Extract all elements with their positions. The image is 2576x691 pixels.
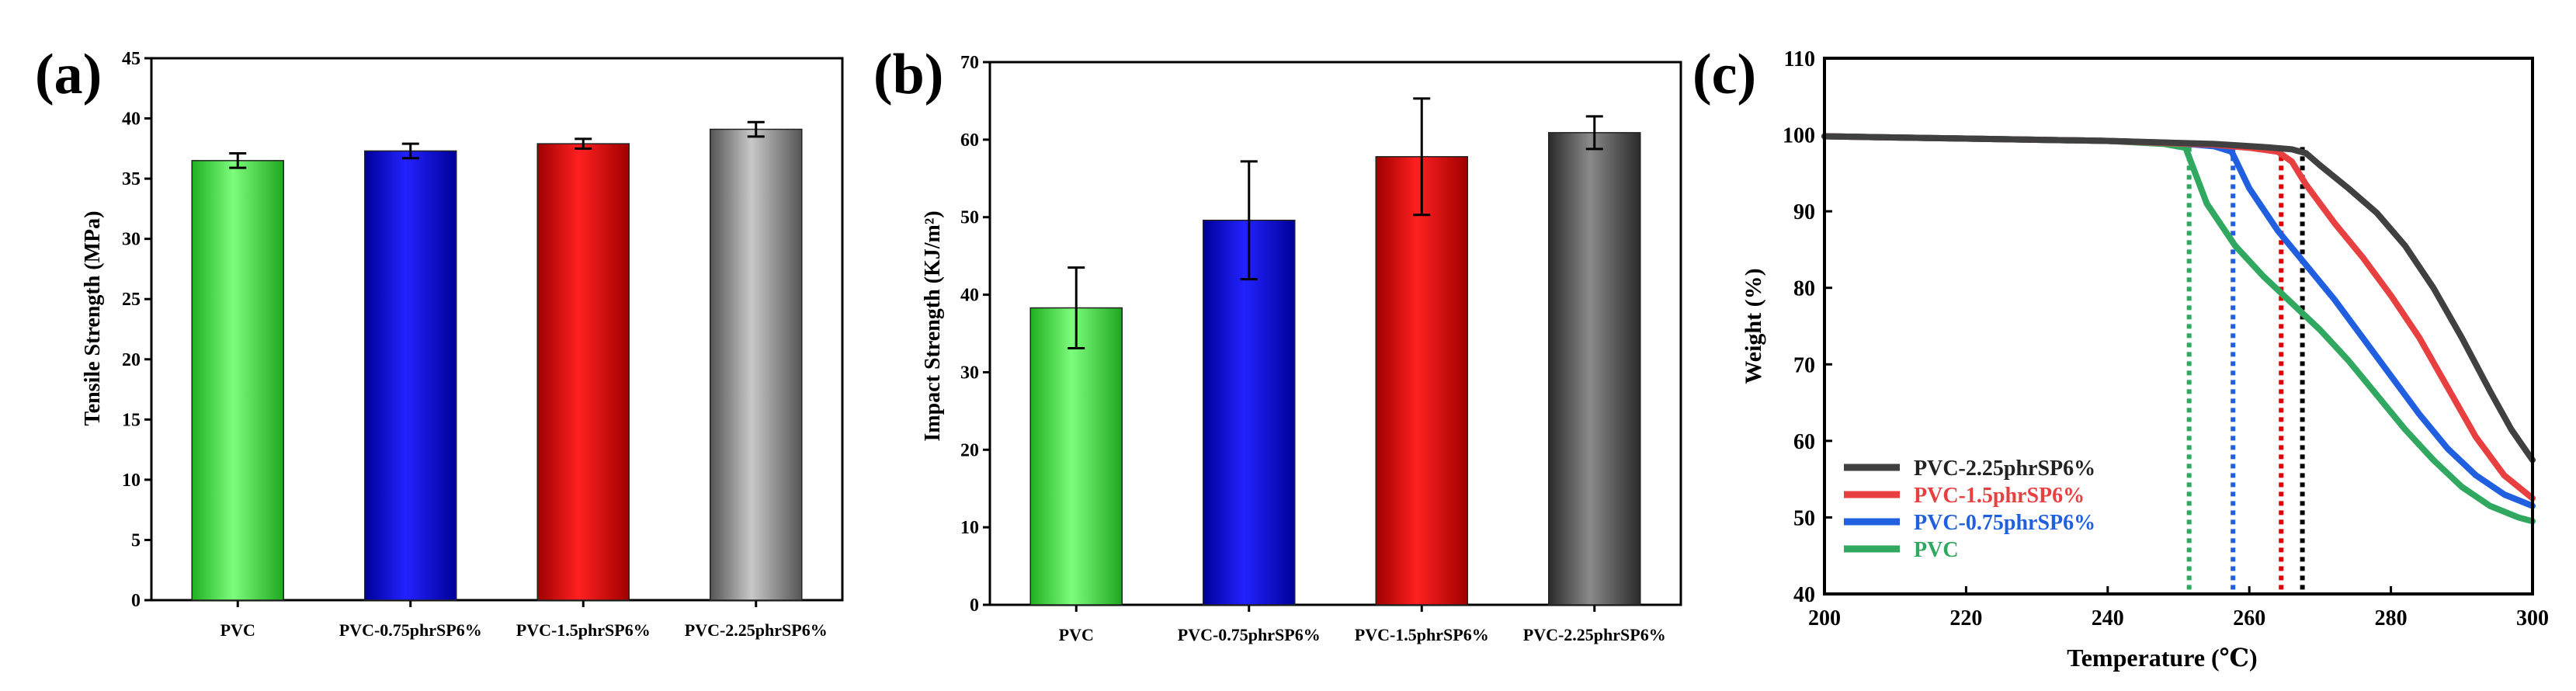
panel-a-ylabel: Tensile Strength (MPa) bbox=[81, 211, 105, 426]
panel-b-ytick-label: 20 bbox=[960, 440, 979, 460]
panel-b-ytick-label: 30 bbox=[960, 363, 979, 383]
panel-c: (c) Weight (%) Temperature (℃) 40 50 60 70 8… bbox=[1692, 43, 2549, 672]
panel-b-plot-area: 0 10 20 30 40 50 60 70 PVC PVC-0.75phrSP6% PVC-1.5… bbox=[960, 53, 1682, 644]
panel-a-label: (a) bbox=[35, 43, 102, 106]
panel-b-axes-frame bbox=[988, 61, 1682, 606]
panel-a-ytick-label: 35 bbox=[122, 169, 141, 189]
panel-c-ytick-label: 70 bbox=[1793, 353, 1815, 377]
panel-b-bar bbox=[1548, 132, 1641, 606]
panel-a-ytick-label: 30 bbox=[122, 230, 141, 250]
panel-c-series-line bbox=[1821, 133, 2536, 502]
panel-a-ytick-label: 15 bbox=[122, 410, 141, 430]
panel-a-bar bbox=[710, 128, 803, 601]
panel-c-ytick-label: 100 bbox=[1783, 124, 1815, 148]
panel-b-ytick-label: 70 bbox=[960, 53, 979, 73]
panel-a-ytick-label: 45 bbox=[122, 49, 141, 69]
panel-c-ytick-label: 110 bbox=[1784, 47, 1815, 71]
panel-c-legend-label: PVC-1.5phrSP6% bbox=[1914, 484, 2085, 508]
panel-c-axes-frame bbox=[1823, 57, 2534, 596]
panel-a-ytick-label: 20 bbox=[122, 350, 141, 370]
panel-c-xtick-label: 200 bbox=[1808, 606, 1841, 630]
panel-c-ytick-label: 90 bbox=[1793, 200, 1815, 224]
panel-c-xtick-label: 240 bbox=[2092, 606, 2124, 630]
panel-a-ytick-label: 10 bbox=[122, 471, 141, 491]
panel-b-ytick-label: 50 bbox=[960, 208, 979, 228]
panel-c-xtick-label: 300 bbox=[2516, 606, 2549, 630]
panel-b-bar bbox=[1029, 307, 1123, 606]
panel-b-category-label: PVC-2.25phrSP6% bbox=[1523, 625, 1666, 644]
panel-a-ytick-label: 0 bbox=[131, 591, 141, 611]
panel-b-ytick-label: 60 bbox=[960, 130, 979, 151]
panel-a-category-label: PVC-0.75phrSP6% bbox=[339, 620, 482, 640]
panel-b-bar bbox=[1375, 156, 1468, 606]
panel-c-legend-label: PVC bbox=[1914, 538, 1959, 562]
panel-c-ytick-label: 50 bbox=[1793, 506, 1815, 530]
panel-c-xtick-label: 220 bbox=[1949, 606, 1982, 630]
panel-a-category-label: PVC-1.5phrSP6% bbox=[516, 620, 651, 640]
panel-a-plot-area: 0 5 10 15 20 25 30 35 40 45 PVC PVC-0.75phrSP6% PVC-… bbox=[122, 49, 844, 640]
panel-a-axes-frame bbox=[150, 57, 844, 602]
panel-c-ytick-label: 60 bbox=[1793, 430, 1815, 454]
panel-b-category-label: PVC bbox=[1059, 625, 1094, 644]
panel-c-ylabel: Weight (%) bbox=[1741, 268, 1766, 384]
panel-a-category-label: PVC-2.25phrSP6% bbox=[685, 620, 828, 640]
panel-b-ytick-label: 10 bbox=[960, 518, 979, 538]
panel-b-ytick-label: 40 bbox=[960, 286, 979, 306]
panel-b-ytick-label: 0 bbox=[970, 596, 979, 616]
panel-a-bar bbox=[191, 160, 284, 601]
panel-c-legend-label: PVC-0.75phrSP6% bbox=[1914, 511, 2095, 535]
panel-c-xtick-label: 260 bbox=[2233, 606, 2265, 630]
panel-c-ytick-label: 40 bbox=[1793, 583, 1815, 607]
panel-c-xtick-label: 280 bbox=[2375, 606, 2408, 630]
panel-a-ytick-label: 40 bbox=[122, 109, 141, 130]
panel-b-ylabel: Impact Strength (KJ/m²) bbox=[921, 210, 945, 441]
panel-a-ytick-label: 25 bbox=[122, 290, 141, 310]
panel-a-category-label: PVC bbox=[220, 620, 255, 640]
panel-a-ytick-label: 5 bbox=[131, 530, 141, 550]
panel-c-label: (c) bbox=[1692, 43, 1756, 106]
panel-c-ytick-label: 80 bbox=[1793, 277, 1815, 301]
panel-c-plot-area: 40 50 60 70 80 90 100 110 200 220 240 260 280 300 PVC-… bbox=[1783, 47, 2549, 630]
panel-c-series-line bbox=[1821, 133, 2536, 464]
panel-b-label: (b) bbox=[873, 43, 943, 106]
panel-c-xlabel: Temperature (℃) bbox=[2067, 644, 2257, 672]
panel-a-bar bbox=[364, 150, 457, 601]
panel-a-bar bbox=[536, 143, 630, 601]
panel-b: (b) Impact Strength (KJ/m²) 0 10 20 30 40 50 6… bbox=[873, 43, 1682, 644]
panel-b-bar bbox=[1203, 219, 1296, 606]
panel-a: (a) Tensile Strength (MPa) 0 5 10 15 20 25 30 3… bbox=[35, 43, 844, 640]
panel-c-legend-label: PVC-2.25phrSP6% bbox=[1914, 457, 2095, 481]
panel-b-category-label: PVC-1.5phrSP6% bbox=[1355, 625, 1489, 644]
panel-b-category-label: PVC-0.75phrSP6% bbox=[1178, 625, 1321, 644]
